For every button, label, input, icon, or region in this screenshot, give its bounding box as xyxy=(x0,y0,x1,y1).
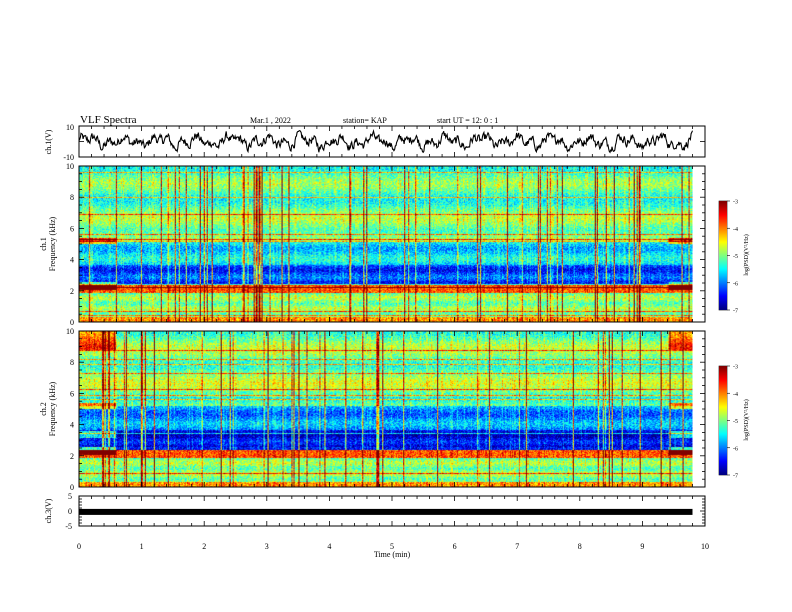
frequency-tick-label: 8 xyxy=(70,193,74,202)
ch1-spectrogram-ylabel-line2: Frequency (kHz) xyxy=(48,216,57,271)
time-axis-label: Time (min) xyxy=(374,550,411,559)
ch2-spectrogram-ylabel-line1: ch.2 xyxy=(39,402,48,416)
time-tick-label: 10 xyxy=(701,542,709,551)
time-tick-label: 5 xyxy=(390,542,394,551)
ch1-waveform-line xyxy=(78,129,694,154)
time-tick-label: 4 xyxy=(327,542,331,551)
time-tick-label: 3 xyxy=(265,542,269,551)
colorbar-tick-label: -6 xyxy=(733,281,738,287)
ch1-waveform-ticks xyxy=(78,125,706,158)
frequency-tick-label: 10 xyxy=(66,327,74,336)
frequency-tick-label: 4 xyxy=(70,421,74,430)
frequency-tick-label: 10 xyxy=(66,162,74,171)
ch1-ytick-top: 10 xyxy=(66,123,74,132)
ch2-spectrogram-image xyxy=(79,331,693,487)
ch1-waveform-panel: 10 -10 ch.1(V) xyxy=(44,123,706,162)
ch1-spectrogram-ticks xyxy=(78,165,706,323)
ch2-spectrogram-panel: 0 2 4 6 8 10 ch.2 Frequency (kHz) -3 -4 -5 -6 -7 … xyxy=(39,327,750,492)
ch1-colorbar-label: log(PSD)(V²/Hz) xyxy=(743,234,750,275)
ch3-waveform-ticks xyxy=(78,495,706,527)
ch2-colorbar: -3 -4 -5 -6 -7 log(PSD)(V²/Hz) xyxy=(718,365,750,480)
ch3-waveform-panel: 5 0 -5 ch.3(V) xyxy=(44,492,706,531)
frequency-tick-label: 6 xyxy=(70,389,74,398)
colorbar-tick-label: -3 xyxy=(733,200,738,206)
ch3-ytick-middle: 0 xyxy=(68,507,72,516)
frequency-tick-label: 4 xyxy=(70,256,74,265)
ch2-spectrogram-ylabel-line2: Frequency (kHz) xyxy=(48,381,57,436)
colorbar-tick-label: -3 xyxy=(733,365,738,371)
frequency-tick-label: 0 xyxy=(70,483,74,492)
colorbar-tick-label: -7 xyxy=(733,309,738,315)
ch1-spectrogram-image xyxy=(79,166,693,322)
ch2-spectrogram-ticks xyxy=(78,330,706,488)
ch2-colorbar-label: log(PSD)(V²/Hz) xyxy=(743,399,750,440)
colorbar-image xyxy=(719,366,727,475)
colorbar-image xyxy=(719,201,727,310)
station-label: station= KAP xyxy=(343,116,387,125)
colorbar-tick-label: -4 xyxy=(733,227,738,233)
time-tick-label: 9 xyxy=(640,542,644,551)
ch1-waveform-ylabel: ch.1(V) xyxy=(44,129,53,154)
colorbar-tick-label: -7 xyxy=(733,474,738,480)
ch1-waveform-series xyxy=(78,129,694,154)
ch1-colorbar-ticks: -3 -4 -5 -6 -7 xyxy=(727,200,738,315)
ch1-spectrogram-ylabel-line1: ch.1 xyxy=(39,237,48,251)
time-tick-label: 6 xyxy=(453,542,457,551)
ch3-ytick-bottom: -5 xyxy=(65,522,72,531)
time-tick-label: 0 xyxy=(77,542,81,551)
frequency-tick-label: 0 xyxy=(70,318,74,327)
colorbar-tick-label: -5 xyxy=(733,254,738,260)
frequency-tick-label: 2 xyxy=(70,452,74,461)
time-tick-label: 2 xyxy=(202,542,206,551)
ch1-colorbar: -3 -4 -5 -6 -7 log(PSD)(V²/Hz) xyxy=(718,200,750,315)
ch1-ytick-bottom: -10 xyxy=(63,153,74,162)
frequency-tick-label: 2 xyxy=(70,287,74,296)
time-axis-tick-labels: 0 1 2 3 4 5 6 7 8 9 10 xyxy=(77,542,709,551)
time-tick-label: 8 xyxy=(578,542,582,551)
ch3-waveform-ylabel: ch.3(V) xyxy=(44,498,53,523)
ch2-spectrogram-ytick-labels: 0 2 4 6 8 10 xyxy=(66,327,74,492)
colorbar-tick-label: -6 xyxy=(733,446,738,452)
start-time-label: start UT = 12: 0 : 1 xyxy=(437,116,498,125)
time-tick-label: 7 xyxy=(515,542,519,551)
time-tick-label: 1 xyxy=(140,542,144,551)
date-label: Mar.1 , 2022 xyxy=(250,116,291,125)
ch1-spectrogram-panel: 0 2 4 6 8 10 ch.1 Frequency (kHz) -3 -4 -5 -6 -7 … xyxy=(39,162,750,327)
frequency-tick-label: 8 xyxy=(70,358,74,367)
ch2-colorbar-ticks: -3 -4 -5 -6 -7 xyxy=(727,365,738,480)
colorbar-tick-label: -5 xyxy=(733,419,738,425)
ch3-ytick-top: 5 xyxy=(68,492,72,501)
colorbar-tick-label: -4 xyxy=(733,392,738,398)
ch1-spectrogram-ytick-labels: 0 2 4 6 8 10 xyxy=(66,162,74,327)
ch3-waveform-series xyxy=(79,508,693,515)
frequency-tick-label: 6 xyxy=(70,224,74,233)
figure-title: VLF Spectra xyxy=(80,114,137,126)
